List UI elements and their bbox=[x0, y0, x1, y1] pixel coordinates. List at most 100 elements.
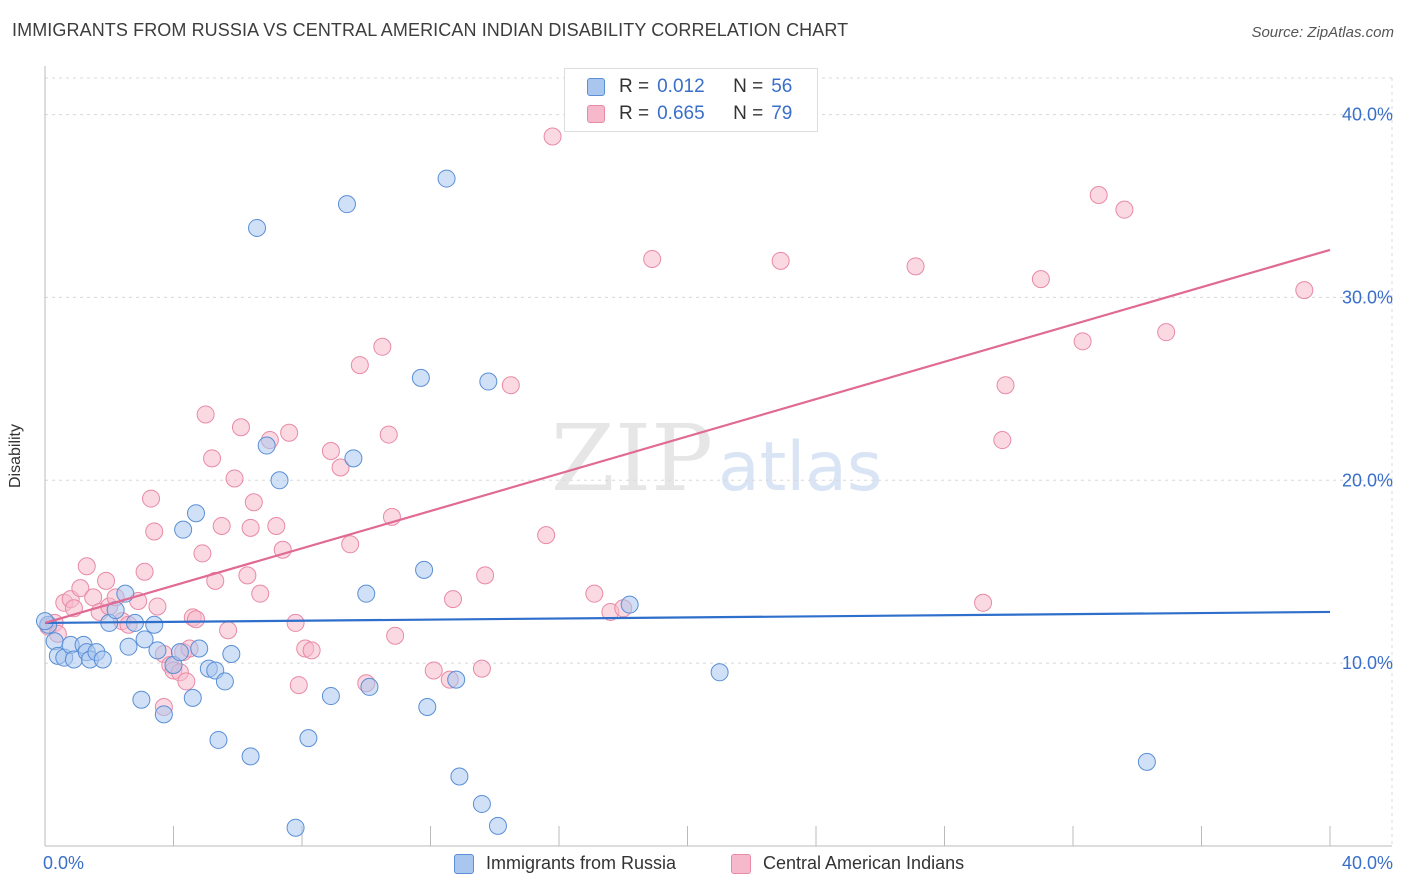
point-central-american bbox=[974, 593, 993, 612]
y-tick-label: 10.0% bbox=[1342, 653, 1393, 673]
point-central-american bbox=[472, 659, 491, 678]
point-central-american bbox=[996, 376, 1015, 395]
point-russia bbox=[344, 449, 363, 468]
point-central-american bbox=[350, 356, 369, 375]
legend-n-value: 56 bbox=[771, 76, 793, 97]
legend-swatch-pink bbox=[587, 105, 605, 123]
legend-n-label: N = bbox=[733, 76, 764, 97]
point-central-american bbox=[267, 517, 286, 535]
point-central-american bbox=[302, 641, 321, 660]
point-russia bbox=[418, 698, 437, 717]
point-russia bbox=[132, 690, 151, 709]
trend-line-central-american bbox=[44, 248, 1331, 624]
point-central-american bbox=[476, 566, 495, 585]
point-russia bbox=[299, 729, 318, 748]
point-central-american bbox=[424, 661, 443, 680]
point-central-american bbox=[379, 425, 398, 444]
point-russia bbox=[1137, 752, 1156, 771]
point-russia bbox=[135, 630, 154, 649]
point-russia bbox=[710, 663, 729, 682]
point-russia bbox=[154, 705, 173, 724]
point-russia bbox=[270, 471, 289, 490]
point-russia bbox=[93, 650, 112, 669]
point-russia bbox=[174, 520, 193, 539]
point-central-american bbox=[71, 579, 90, 598]
axes bbox=[44, 66, 1392, 847]
point-russia bbox=[170, 643, 189, 662]
point-central-american bbox=[286, 613, 305, 632]
series-legend-russia: Immigrants from Russia bbox=[454, 853, 676, 874]
tick-labels: 10.0% 20.0% 30.0% 40.0% 0.0% 40.0% bbox=[43, 105, 1393, 873]
point-central-american bbox=[212, 517, 231, 535]
point-russia bbox=[472, 794, 491, 813]
point-central-american bbox=[142, 489, 161, 508]
point-russia bbox=[45, 632, 64, 651]
point-central-american bbox=[537, 526, 556, 545]
point-central-american bbox=[1031, 270, 1050, 289]
point-central-american bbox=[501, 376, 520, 395]
point-central-american bbox=[225, 469, 244, 488]
point-central-american bbox=[241, 518, 260, 537]
point-central-american bbox=[231, 418, 250, 437]
point-central-american bbox=[238, 566, 257, 585]
source-note: Source: ZipAtlas.com bbox=[1251, 24, 1394, 41]
point-russia bbox=[209, 730, 228, 749]
point-russia bbox=[222, 645, 241, 663]
point-central-american bbox=[1089, 186, 1108, 205]
point-central-american bbox=[771, 251, 790, 270]
point-central-american bbox=[386, 626, 405, 645]
point-central-american bbox=[97, 571, 116, 590]
point-russia bbox=[357, 584, 376, 603]
trend-line-russia bbox=[44, 610, 1331, 625]
point-russia bbox=[620, 595, 639, 614]
x-tick-label-max: 40.0% bbox=[1342, 853, 1393, 873]
point-russia bbox=[145, 615, 164, 634]
legend-row-russia: R = 0.012 N = 56 bbox=[587, 75, 792, 99]
point-central-american bbox=[1157, 323, 1176, 342]
point-russia bbox=[450, 767, 469, 786]
point-russia bbox=[215, 672, 234, 691]
point-central-american bbox=[993, 431, 1012, 450]
legend-r-label: R = bbox=[619, 76, 650, 97]
point-russia bbox=[488, 816, 507, 835]
watermark-atlas: atlas bbox=[718, 428, 882, 507]
y-tick-label: 40.0% bbox=[1342, 105, 1393, 125]
point-russia bbox=[447, 670, 466, 689]
point-central-american bbox=[906, 257, 925, 276]
point-central-american bbox=[148, 597, 167, 616]
point-russia bbox=[248, 218, 267, 237]
point-central-american bbox=[585, 584, 604, 603]
correlation-legend: R = 0.012 N = 56 R = 0.665 N = 79 bbox=[564, 68, 818, 132]
point-russia bbox=[257, 436, 276, 455]
point-russia bbox=[186, 504, 205, 523]
point-central-american bbox=[177, 672, 196, 691]
point-central-american bbox=[1115, 200, 1134, 219]
legend-swatch-blue bbox=[587, 78, 605, 96]
point-russia bbox=[241, 747, 260, 766]
point-central-american bbox=[77, 557, 96, 576]
point-russia bbox=[190, 639, 209, 658]
point-russia bbox=[148, 641, 167, 660]
point-central-american bbox=[543, 127, 562, 146]
point-central-american bbox=[203, 449, 222, 468]
series-swatch-pink bbox=[731, 853, 751, 874]
point-central-american bbox=[186, 610, 205, 629]
point-russia bbox=[411, 368, 430, 387]
series-name-central-american: Central American Indians bbox=[763, 853, 965, 873]
series-legend: Immigrants from Russia Central American … bbox=[0, 850, 1406, 880]
point-central-american bbox=[145, 522, 164, 541]
point-central-american bbox=[135, 562, 154, 581]
series-swatch-blue bbox=[454, 853, 474, 874]
watermark-zip: ZIP bbox=[551, 405, 713, 512]
y-tick-label: 20.0% bbox=[1342, 470, 1393, 490]
legend-r-value: 0.012 bbox=[657, 76, 705, 97]
point-russia bbox=[183, 688, 202, 707]
point-central-american bbox=[251, 584, 270, 603]
point-russia bbox=[337, 195, 356, 214]
series-name-russia: Immigrants from Russia bbox=[486, 853, 677, 873]
trend-lines bbox=[44, 248, 1331, 625]
legend-r-label: R = bbox=[619, 103, 650, 124]
point-russia bbox=[415, 560, 434, 579]
legend-r-value: 0.665 bbox=[657, 103, 705, 124]
